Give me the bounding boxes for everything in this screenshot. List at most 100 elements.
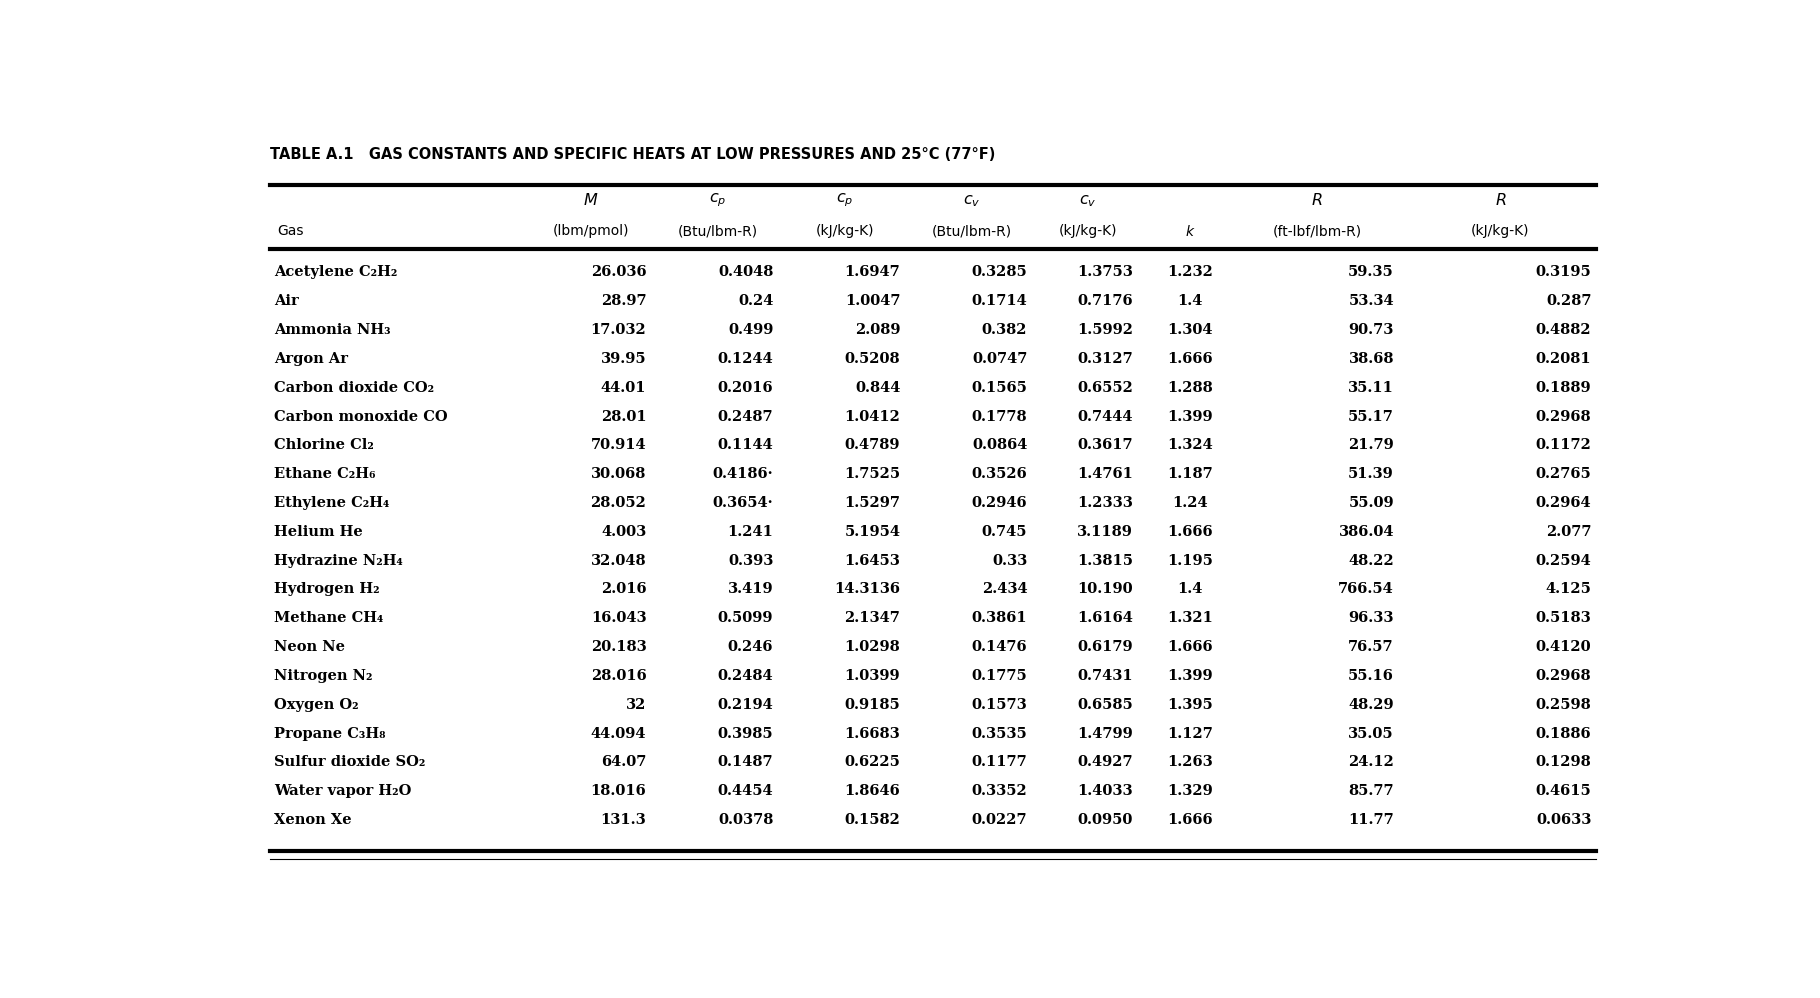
- Text: 1.3753: 1.3753: [1077, 265, 1134, 279]
- Text: 0.3617: 0.3617: [1077, 438, 1134, 452]
- Text: 0.2484: 0.2484: [717, 669, 774, 683]
- Text: Ammonia NH₃: Ammonia NH₃: [275, 323, 391, 337]
- Text: 76.57: 76.57: [1349, 640, 1394, 654]
- Text: 0.6585: 0.6585: [1077, 698, 1134, 712]
- Text: 0.6179: 0.6179: [1077, 640, 1134, 654]
- Text: 1.2333: 1.2333: [1077, 496, 1134, 510]
- Text: (kJ/kg-K): (kJ/kg-K): [1471, 225, 1531, 239]
- Text: 1.127: 1.127: [1167, 727, 1214, 741]
- Text: Gas: Gas: [277, 225, 304, 239]
- Text: 0.382: 0.382: [981, 323, 1026, 337]
- Text: 44.094: 44.094: [592, 727, 646, 741]
- Text: 28.016: 28.016: [592, 669, 646, 683]
- Text: 2.077: 2.077: [1545, 525, 1591, 539]
- Text: 0.7431: 0.7431: [1077, 669, 1134, 683]
- Text: 32.048: 32.048: [592, 554, 646, 568]
- Text: 1.0298: 1.0298: [844, 640, 901, 654]
- Text: 1.0412: 1.0412: [844, 409, 901, 423]
- Text: (kJ/kg-K): (kJ/kg-K): [815, 225, 874, 239]
- Text: (Btu/lbm-R): (Btu/lbm-R): [677, 225, 757, 239]
- Text: 0.1582: 0.1582: [844, 813, 901, 827]
- Text: 0.7444: 0.7444: [1077, 409, 1134, 423]
- Text: 0.1298: 0.1298: [1536, 755, 1591, 769]
- Text: 55.16: 55.16: [1349, 669, 1394, 683]
- Text: 1.241: 1.241: [728, 525, 773, 539]
- Text: 96.33: 96.33: [1349, 612, 1394, 626]
- Text: 1.666: 1.666: [1167, 813, 1212, 827]
- Text: 0.3195: 0.3195: [1536, 265, 1591, 279]
- Text: 44.01: 44.01: [601, 381, 646, 395]
- Text: 0.0633: 0.0633: [1536, 813, 1591, 827]
- Text: Helium He: Helium He: [275, 525, 362, 539]
- Text: (kJ/kg-K): (kJ/kg-K): [1059, 225, 1117, 239]
- Text: Sulfur dioxide SO₂: Sulfur dioxide SO₂: [275, 755, 426, 769]
- Text: 18.016: 18.016: [592, 784, 646, 798]
- Text: 0.393: 0.393: [728, 554, 773, 568]
- Text: 0.4882: 0.4882: [1536, 323, 1591, 337]
- Text: 0.0950: 0.0950: [1077, 813, 1134, 827]
- Text: Hydrazine N₂H₄: Hydrazine N₂H₄: [275, 554, 402, 568]
- Text: 0.3526: 0.3526: [972, 467, 1026, 481]
- Text: 0.1476: 0.1476: [972, 640, 1026, 654]
- Text: Methane CH₄: Methane CH₄: [275, 612, 384, 626]
- Text: 0.4048: 0.4048: [717, 265, 774, 279]
- Text: 0.1775: 0.1775: [972, 669, 1026, 683]
- Text: 1.263: 1.263: [1167, 755, 1214, 769]
- Text: 0.2598: 0.2598: [1536, 698, 1591, 712]
- Text: 59.35: 59.35: [1349, 265, 1394, 279]
- Text: 2.434: 2.434: [981, 583, 1026, 597]
- Text: 0.2964: 0.2964: [1536, 496, 1591, 510]
- Text: 28.052: 28.052: [590, 496, 646, 510]
- Text: 0.3285: 0.3285: [972, 265, 1026, 279]
- Text: 1.666: 1.666: [1167, 352, 1212, 366]
- Text: 1.399: 1.399: [1167, 409, 1212, 423]
- Text: 1.321: 1.321: [1167, 612, 1214, 626]
- Text: 1.195: 1.195: [1167, 554, 1214, 568]
- Text: 0.0747: 0.0747: [972, 352, 1026, 366]
- Text: 0.1177: 0.1177: [972, 755, 1026, 769]
- Text: 39.95: 39.95: [601, 352, 646, 366]
- Text: 1.6947: 1.6947: [844, 265, 901, 279]
- Text: 0.5183: 0.5183: [1536, 612, 1591, 626]
- Text: 0.6225: 0.6225: [844, 755, 901, 769]
- Text: 51.39: 51.39: [1349, 467, 1394, 481]
- Text: 0.1573: 0.1573: [972, 698, 1026, 712]
- Text: 0.3535: 0.3535: [972, 727, 1026, 741]
- Text: 0.2194: 0.2194: [717, 698, 774, 712]
- Text: (Btu/lbm-R): (Btu/lbm-R): [932, 225, 1012, 239]
- Text: 17.032: 17.032: [592, 323, 646, 337]
- Text: $\it{c}_p$: $\it{c}_p$: [710, 192, 726, 210]
- Text: 1.6683: 1.6683: [844, 727, 901, 741]
- Text: Carbon dioxide CO₂: Carbon dioxide CO₂: [275, 381, 435, 395]
- Text: 1.4033: 1.4033: [1077, 784, 1134, 798]
- Text: 0.5208: 0.5208: [844, 352, 901, 366]
- Text: 1.24: 1.24: [1172, 496, 1208, 510]
- Text: Xenon Xe: Xenon Xe: [275, 813, 351, 827]
- Text: 0.4615: 0.4615: [1536, 784, 1591, 798]
- Text: 0.2968: 0.2968: [1536, 669, 1591, 683]
- Text: 4.003: 4.003: [601, 525, 646, 539]
- Text: 0.1172: 0.1172: [1536, 438, 1591, 452]
- Text: 1.5297: 1.5297: [844, 496, 901, 510]
- Text: 0.24: 0.24: [737, 294, 774, 308]
- Text: 1.399: 1.399: [1167, 669, 1212, 683]
- Text: 0.0864: 0.0864: [972, 438, 1026, 452]
- Text: 0.246: 0.246: [728, 640, 773, 654]
- Text: 48.29: 48.29: [1349, 698, 1394, 712]
- Text: 1.3815: 1.3815: [1077, 554, 1134, 568]
- Text: 1.7525: 1.7525: [844, 467, 901, 481]
- Text: 0.4454: 0.4454: [717, 784, 774, 798]
- Text: Air: Air: [275, 294, 298, 308]
- Text: Propane C₃H₈: Propane C₃H₈: [275, 727, 386, 741]
- Text: 64.07: 64.07: [601, 755, 646, 769]
- Text: 0.1778: 0.1778: [972, 409, 1026, 423]
- Text: TABLE A.1   GAS CONSTANTS AND SPECIFIC HEATS AT LOW PRESSURES AND 25°C (77°F): TABLE A.1 GAS CONSTANTS AND SPECIFIC HEA…: [269, 147, 996, 162]
- Text: 0.2487: 0.2487: [717, 409, 774, 423]
- Text: 0.0378: 0.0378: [717, 813, 774, 827]
- Text: 1.329: 1.329: [1167, 784, 1214, 798]
- Text: 386.04: 386.04: [1338, 525, 1394, 539]
- Text: 24.12: 24.12: [1349, 755, 1394, 769]
- Text: $\it{k}$: $\it{k}$: [1185, 224, 1196, 239]
- Text: 0.1565: 0.1565: [972, 381, 1026, 395]
- Text: 0.3861: 0.3861: [972, 612, 1026, 626]
